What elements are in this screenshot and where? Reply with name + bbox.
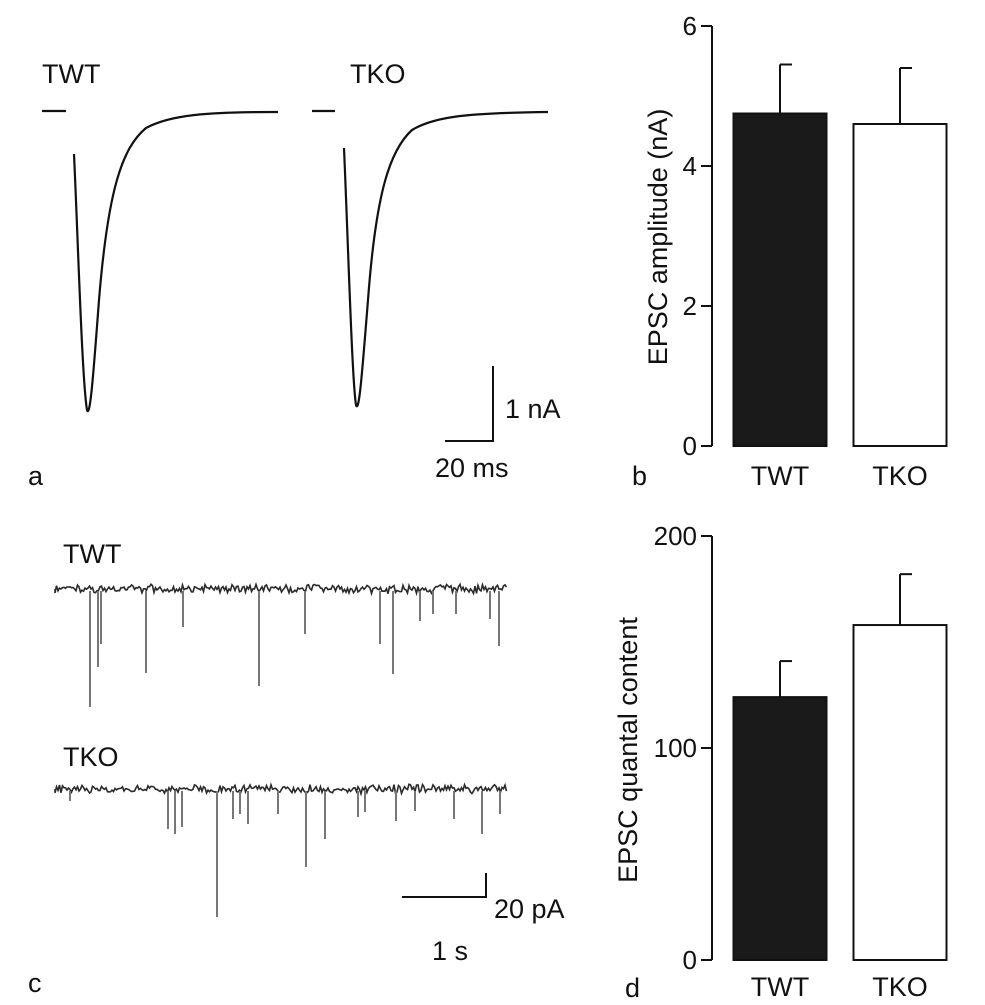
trace-label-twt-c: TWT (63, 539, 121, 569)
bar-tko (852, 624, 948, 961)
panel-b: 0 2 4 6 EPSC amplitude (nA) TWT TKO b (632, 11, 948, 491)
bars (732, 573, 948, 961)
baseline-noise (54, 782, 508, 797)
panel-c: TWT TKO 20 pA 1 s c (28, 539, 565, 998)
y-tick-label: 2 (683, 291, 697, 321)
scalebar-c-x-label: 1 s (432, 936, 468, 966)
category-label-tko: TKO (872, 461, 928, 491)
y-tick-label: 0 (683, 945, 697, 975)
y-axis-label: EPSC quantal content (613, 617, 643, 883)
bar-tko (852, 123, 948, 447)
scalebar-c-y-label: 20 pA (494, 894, 565, 924)
category-label-twt: TWT (751, 972, 809, 1002)
y-tick-label: 0 (683, 431, 697, 461)
epsc-trace-tko (342, 110, 549, 408)
mepsc-trace-tko (54, 782, 508, 917)
scalebar-a-x-label: 20 ms (435, 453, 509, 483)
category-label-tko: TKO (872, 972, 928, 1002)
y-tick-label: 100 (654, 733, 697, 763)
scalebar-a (445, 366, 494, 442)
panel-d: 0 100 200 EPSC quantal content TWT TKO d (613, 521, 948, 1003)
y-ticks: 0 100 200 (654, 521, 713, 975)
y-tick-label: 4 (683, 151, 697, 181)
baseline-noise (54, 581, 508, 597)
panel-letter-b: b (632, 461, 647, 491)
trace-label-twt: TWT (42, 59, 100, 89)
scalebar-a-y-label: 1 nA (505, 394, 561, 424)
panel-letter-a: a (28, 461, 44, 491)
y-ticks: 0 2 4 6 (683, 11, 713, 461)
epsc-trace-twt (72, 110, 279, 413)
trace-label-tko-c: TKO (63, 742, 119, 772)
mepsc-trace-twt (54, 581, 508, 707)
category-label-twt: TWT (751, 461, 809, 491)
trace-label-tko: TKO (350, 59, 406, 89)
bars (732, 63, 948, 447)
bar-twt (732, 696, 828, 961)
panel-letter-d: d (625, 973, 640, 1003)
bar-twt (732, 112, 828, 447)
panel-letter-c: c (28, 968, 42, 998)
scalebar-c (402, 873, 487, 898)
y-axis-label: EPSC amplitude (nA) (643, 109, 673, 366)
y-tick-label: 6 (683, 11, 697, 41)
y-tick-label: 200 (654, 521, 697, 551)
panel-a: TWT TKO 1 nA 20 ms a (28, 59, 561, 491)
